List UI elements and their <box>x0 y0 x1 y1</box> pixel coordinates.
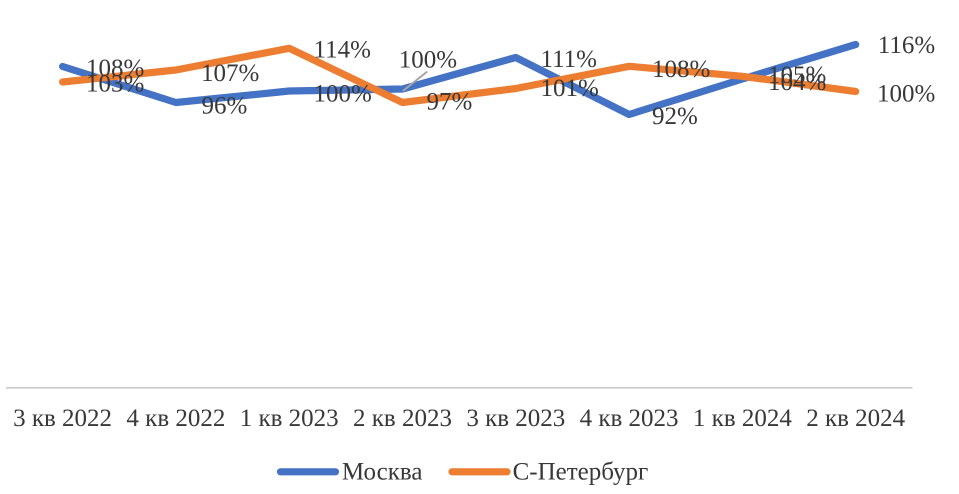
svg-text:1 кв 2024: 1 кв 2024 <box>693 405 792 432</box>
svg-text:105%: 105% <box>768 62 826 89</box>
svg-text:92%: 92% <box>652 103 698 130</box>
svg-text:111%: 111% <box>541 46 597 73</box>
svg-text:101%: 101% <box>541 75 599 102</box>
svg-text:С-Петербург: С-Петербург <box>513 459 649 486</box>
svg-text:100%: 100% <box>399 46 457 73</box>
svg-text:116%: 116% <box>878 32 935 59</box>
svg-text:3 кв 2022: 3 кв 2022 <box>13 405 112 432</box>
svg-text:108%: 108% <box>86 55 144 82</box>
svg-text:2 кв 2024: 2 кв 2024 <box>806 405 905 432</box>
svg-text:100%: 100% <box>314 80 372 107</box>
svg-text:104%: 104% <box>768 69 826 96</box>
svg-text:4 кв 2023: 4 кв 2023 <box>580 405 679 432</box>
svg-text:1 кв 2023: 1 кв 2023 <box>240 405 339 432</box>
svg-text:114%: 114% <box>314 36 371 63</box>
svg-text:3 кв 2023: 3 кв 2023 <box>466 405 565 432</box>
svg-text:2 кв 2023: 2 кв 2023 <box>353 405 452 432</box>
svg-text:107%: 107% <box>201 60 259 87</box>
svg-text:4 кв 2022: 4 кв 2022 <box>126 405 225 432</box>
svg-text:97%: 97% <box>427 89 473 116</box>
svg-text:100%: 100% <box>877 81 935 108</box>
svg-text:103%: 103% <box>86 71 144 98</box>
svg-text:Москва: Москва <box>342 459 423 486</box>
svg-text:108%: 108% <box>652 56 710 83</box>
svg-text:96%: 96% <box>202 92 248 119</box>
